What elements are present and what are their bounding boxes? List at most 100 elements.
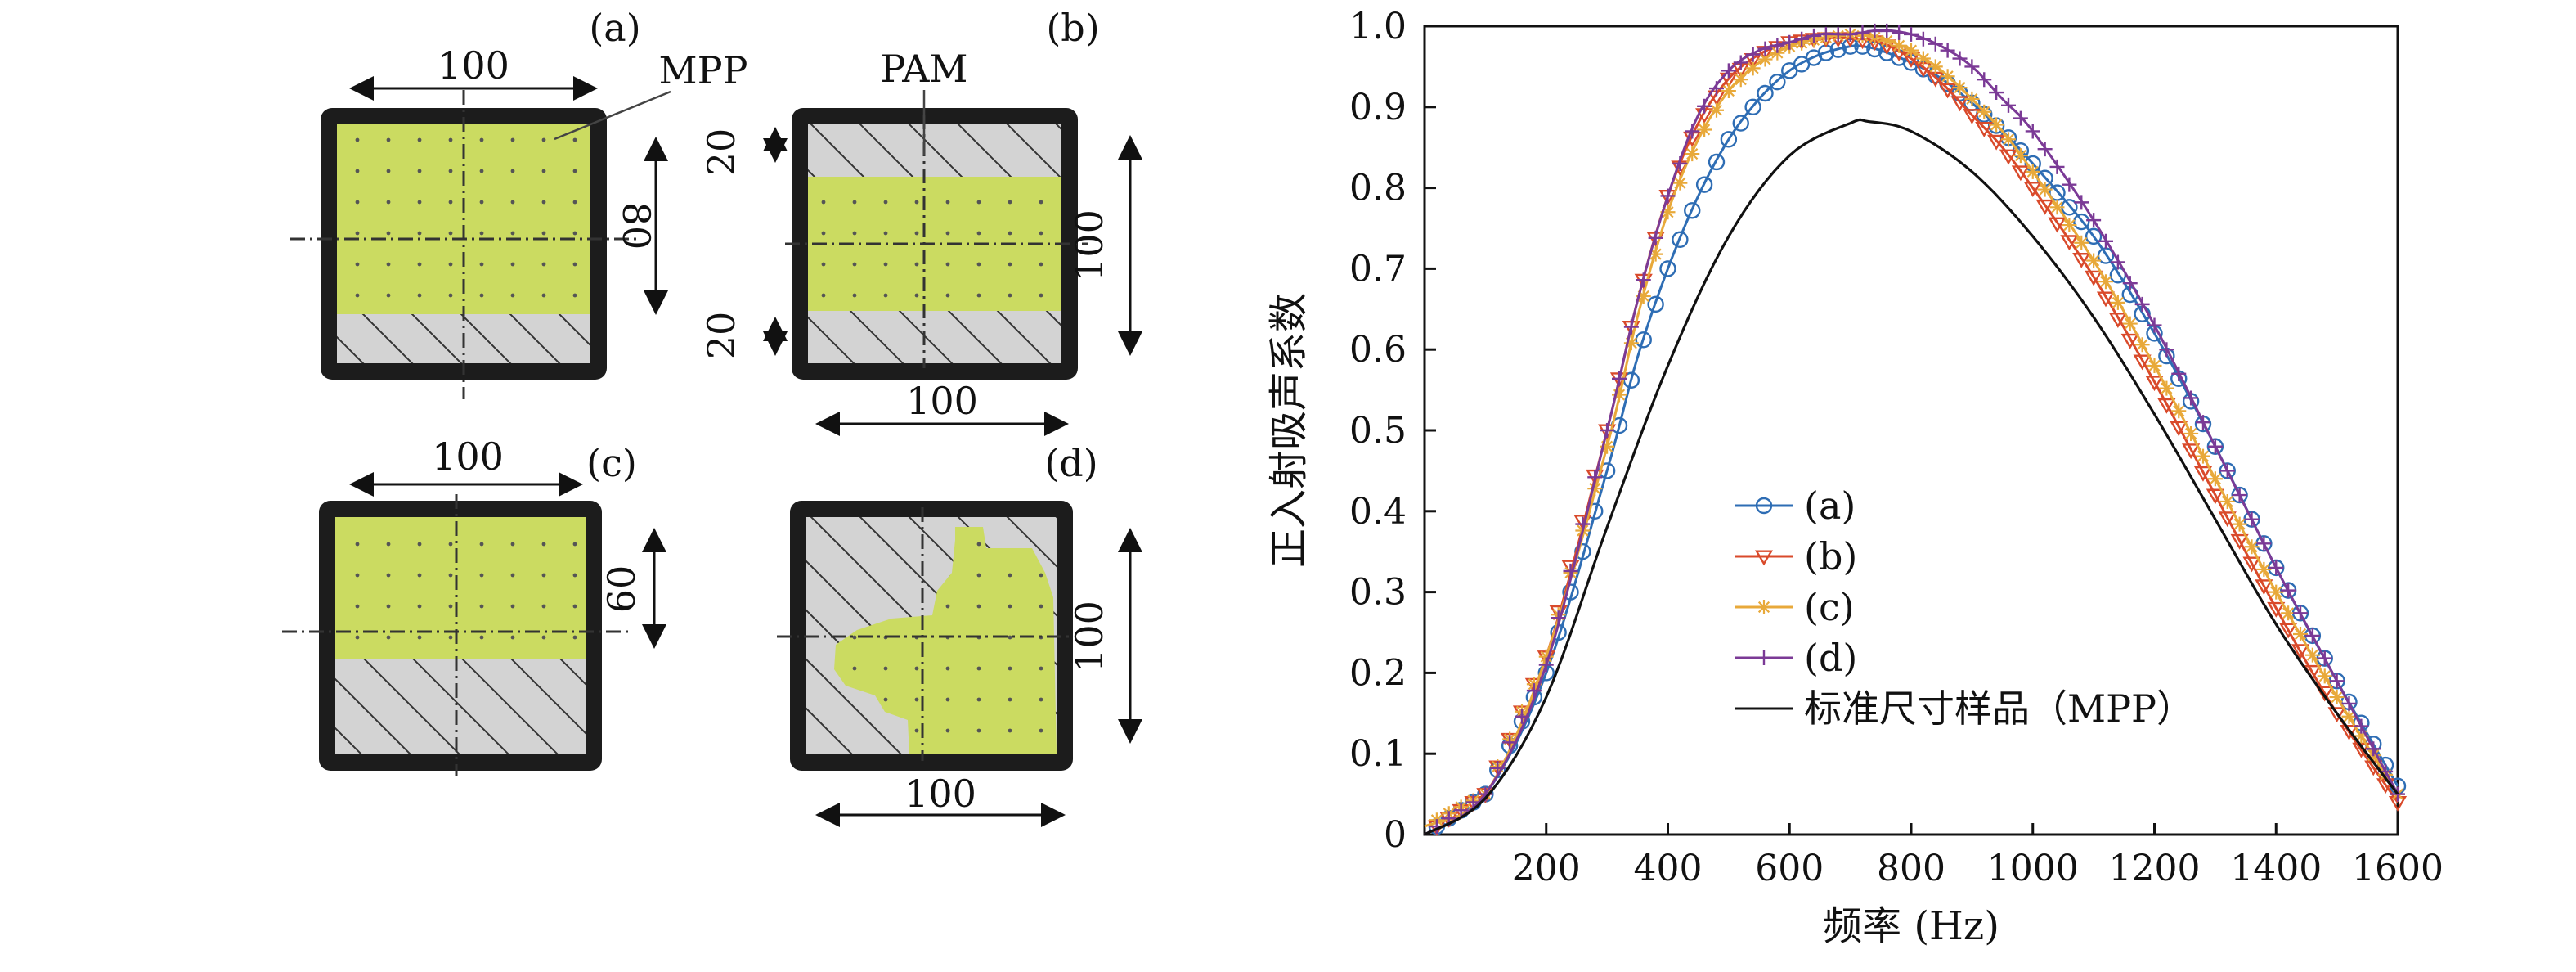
data-point-marker <box>2193 466 2213 482</box>
axis-ticks: 200 400 600 800 1000 1200 1400 1600 0 0.1 0.2 0.3 0.… <box>1349 6 2444 889</box>
data-point-marker <box>1721 63 1736 79</box>
panel-d-mpp-perforations <box>834 527 1057 754</box>
data-point-marker <box>1964 91 1980 106</box>
data-point-marker <box>2037 142 2053 157</box>
data-point-marker <box>2086 213 2102 228</box>
data-point-marker <box>2291 644 2310 660</box>
data-point-marker <box>2147 358 2162 373</box>
data-point-marker <box>1892 38 1907 53</box>
data-point-marker <box>1697 122 1712 137</box>
data-point-marker <box>1685 146 1700 162</box>
panel-a: 100 80 (a) MPP <box>290 6 748 399</box>
data-point-marker <box>2134 337 2150 353</box>
data-point-marker <box>2219 493 2235 509</box>
data-point-marker <box>2157 398 2176 414</box>
y-tick-label: 1.0 <box>1349 6 1407 47</box>
data-point-marker <box>1989 117 2004 133</box>
data-point-marker <box>2085 270 2103 286</box>
data-point-marker <box>1600 423 1615 438</box>
panel-a-tag: (a) <box>589 6 640 50</box>
data-point-marker <box>2145 376 2164 392</box>
x-tick-label: 400 <box>1634 848 1703 889</box>
data-point-marker <box>1600 439 1615 454</box>
data-point-marker <box>2304 647 2320 663</box>
panel-b-width-label: 100 <box>906 379 978 423</box>
data-point-marker <box>1964 59 1980 74</box>
data-point-marker <box>1526 683 1542 699</box>
data-point-marker <box>2340 725 2358 740</box>
data-point-marker <box>1612 371 1627 386</box>
data-point-marker <box>1551 610 1566 626</box>
data-point-marker <box>1563 563 1578 578</box>
panel-b: (b) PAM 20 20 100 100 <box>699 6 1142 436</box>
data-point-marker <box>2255 579 2273 596</box>
data-point-marker <box>2170 421 2188 437</box>
data-point-marker <box>1757 52 1773 67</box>
data-point-marker <box>2207 471 2223 487</box>
data-point-marker <box>2256 561 2272 577</box>
data-point-marker <box>2267 601 2286 618</box>
data-point-marker <box>1757 84 1774 102</box>
data-point-marker <box>1660 205 1676 220</box>
data-point-marker <box>2206 488 2224 505</box>
data-point-marker <box>1904 43 1919 58</box>
data-point-marker <box>2122 276 2138 291</box>
data-point-marker <box>2086 253 2102 268</box>
data-point-marker <box>2183 425 2199 441</box>
data-point-marker <box>1999 149 2018 165</box>
legend-entry: (a) <box>1735 484 1856 528</box>
data-point-marker <box>2207 439 2223 454</box>
data-point-marker <box>1695 176 1713 193</box>
data-point-marker <box>2329 673 2345 689</box>
data-point-marker <box>2023 182 2042 197</box>
x-tick-label: 800 <box>1877 848 1945 889</box>
data-point-marker <box>2122 316 2138 331</box>
data-point-marker <box>1538 657 1554 673</box>
panel-b-tag: (b) <box>1046 6 1099 50</box>
data-point-marker <box>2108 313 2127 329</box>
data-point-marker <box>2317 650 2332 666</box>
x-tick-label: 1000 <box>1987 848 2079 889</box>
y-tick-label: 0.5 <box>1349 410 1407 452</box>
y-tick-label: 0.3 <box>1349 572 1407 614</box>
data-point-marker <box>2037 182 2053 197</box>
panel-b-pam-bottom <box>808 311 1061 363</box>
legend-entry: (d) <box>1735 636 1857 680</box>
data-point-marker <box>1648 230 1663 245</box>
series-3 <box>1424 23 2405 836</box>
data-point-marker <box>2013 110 2028 126</box>
x-tick-label: 200 <box>1512 848 1581 889</box>
data-point-marker <box>1515 709 1529 724</box>
panel-b-top-strip-label: 20 <box>699 128 743 177</box>
data-point-marker <box>2025 164 2040 179</box>
panel-b-height-label: 100 <box>1067 209 1111 281</box>
data-point-marker <box>2049 200 2065 215</box>
data-point-marker <box>1721 83 1736 99</box>
data-point-marker <box>1915 31 1931 47</box>
data-point-marker <box>2269 560 2284 575</box>
data-point-marker <box>1636 288 1651 304</box>
data-point-marker <box>2035 199 2054 215</box>
data-point-marker <box>1745 61 1761 76</box>
data-point-marker <box>2133 354 2152 371</box>
x-axis-title: 频率 (Hz) <box>1823 903 1999 949</box>
data-point-marker <box>2317 668 2332 684</box>
data-point-marker <box>2171 366 2187 381</box>
data-point-marker <box>1963 109 1981 125</box>
data-point-marker <box>1940 69 1955 84</box>
legend-label: 标准尺寸样品（MPP） <box>1804 686 2194 731</box>
y-axis-title: 正入射吸声系数 <box>1266 293 1312 568</box>
data-point-marker <box>2049 159 2065 174</box>
data-point-marker <box>1672 231 1689 249</box>
data-point-marker <box>2183 390 2199 406</box>
data-point-marker <box>2242 556 2261 573</box>
panel-b-bottom-strip-label: 20 <box>699 312 743 360</box>
data-point-marker <box>1938 83 1957 99</box>
legend-label: (d) <box>1804 636 1857 680</box>
data-point-marker <box>2001 97 2016 113</box>
x-tick-label: 1200 <box>2109 848 2201 889</box>
x-tick-label: 1600 <box>2352 848 2444 889</box>
y-tick-label: 0 <box>1384 814 1407 856</box>
x-tick-label: 1400 <box>2230 848 2322 889</box>
data-point-marker <box>2120 333 2139 349</box>
